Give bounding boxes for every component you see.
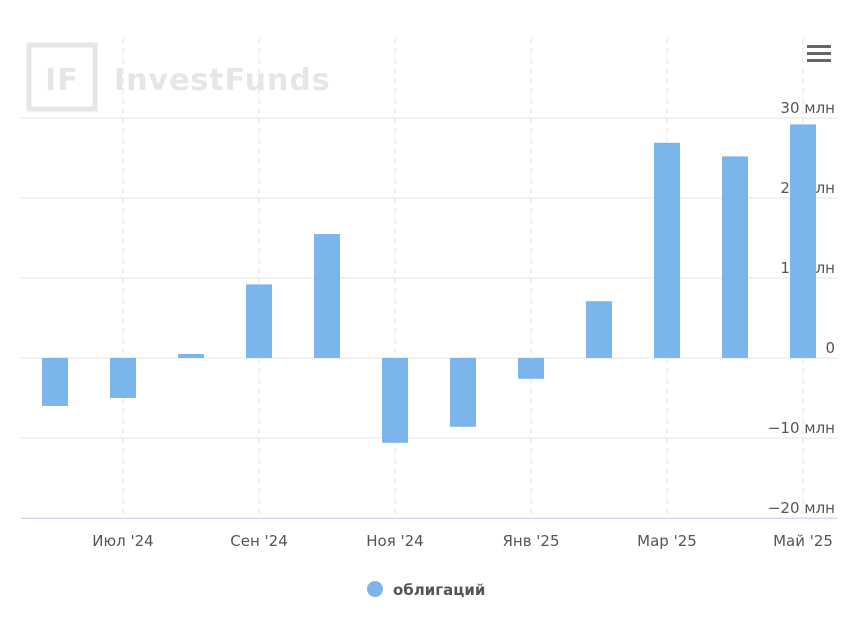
bar <box>382 358 408 443</box>
logo-text: IF <box>45 63 79 98</box>
y-tick-label: 0 <box>825 339 835 357</box>
watermark: IF InvestFunds <box>26 42 331 112</box>
y-tick-label: −20 млн <box>768 499 835 517</box>
bar <box>722 156 748 358</box>
bar <box>314 234 340 358</box>
x-tick-label: Мар '25 <box>637 532 697 550</box>
x-tick-label: Сен '24 <box>230 532 288 550</box>
x-tick-label: Янв '25 <box>502 532 559 550</box>
y-tick-label: −10 млн <box>768 419 835 437</box>
x-tick-label: Ноя '24 <box>366 532 423 550</box>
bar <box>790 124 816 359</box>
bar <box>586 301 612 358</box>
bar <box>42 358 68 406</box>
bar <box>246 284 272 358</box>
logo-box <box>26 42 98 112</box>
legend-item[interactable]: облигаций <box>367 581 485 599</box>
x-tick-label: Июл '24 <box>92 532 153 550</box>
bar <box>110 358 136 398</box>
watermark-text: InvestFunds <box>114 63 331 98</box>
bar <box>654 142 680 358</box>
x-tick-label: Май '25 <box>773 532 833 550</box>
legend-marker <box>367 581 383 597</box>
legend-label: облигаций <box>393 581 485 599</box>
y-tick-label: 30 млн <box>780 99 835 117</box>
menu-bar[interactable] <box>807 52 831 55</box>
bar <box>450 358 476 427</box>
menu-bar[interactable] <box>807 45 831 48</box>
bar <box>518 358 544 379</box>
menu-bar[interactable] <box>807 59 831 62</box>
menu-button[interactable] <box>807 45 831 62</box>
bar <box>178 354 204 358</box>
